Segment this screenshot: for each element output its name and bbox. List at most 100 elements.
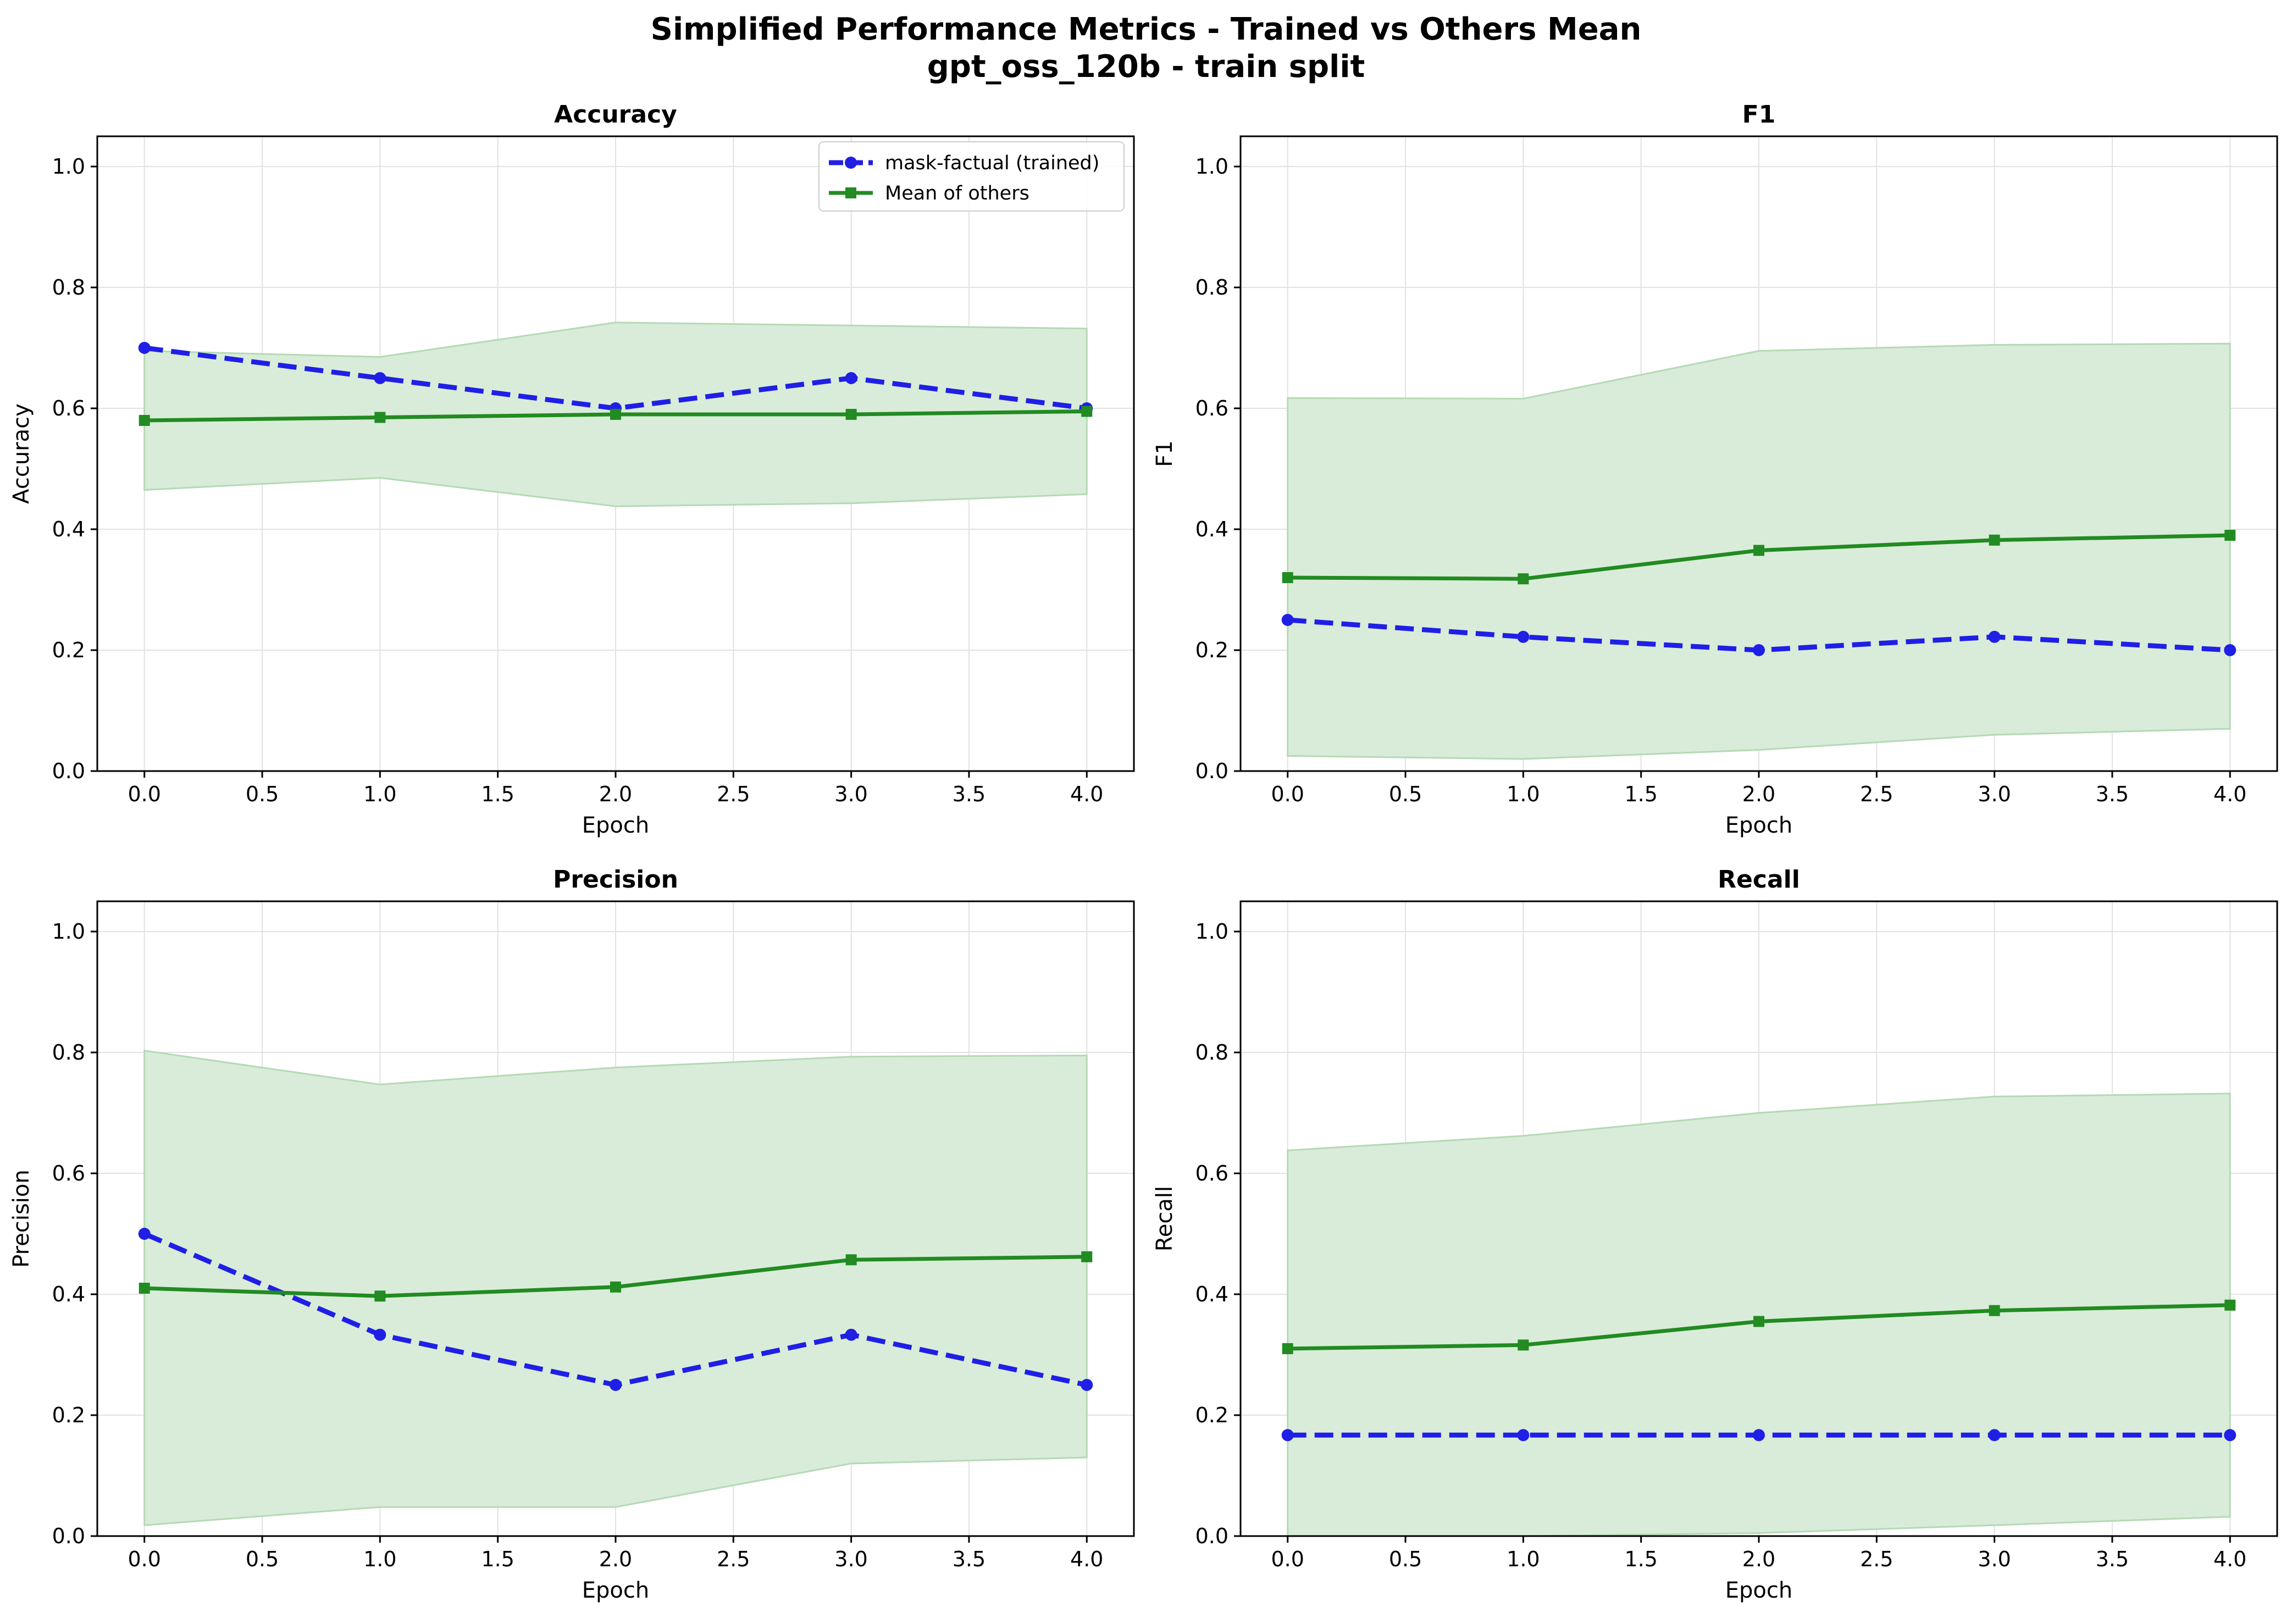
trained-point <box>1988 1429 2001 1442</box>
subplot-accuracy: 0.0 0.5 1.0 1.5 2.0 2.5 3.0 3.5 4.0 0.0 0.2 0.4 0.6 0… <box>9 101 1135 838</box>
trained-point <box>610 1379 622 1391</box>
x-tick-label: 0.5 <box>1389 782 1422 806</box>
x-tick-label: 3.0 <box>1978 1547 2011 1571</box>
y-tick-label: 0.4 <box>52 1282 85 1306</box>
others-mean-point <box>2224 1299 2236 1311</box>
others-mean-point <box>1989 534 2000 546</box>
trained-point <box>1753 644 1765 656</box>
y-tick-label: 0.6 <box>52 396 85 420</box>
others-mean-point <box>1989 1305 2000 1316</box>
x-tick-label: 2.0 <box>1742 782 1775 806</box>
x-tick-label: 1.0 <box>1507 1547 1540 1571</box>
x-tick-label: 1.0 <box>1507 782 1540 806</box>
x-tick-label: 2.5 <box>1860 1547 1893 1571</box>
others-mean-point <box>610 1281 621 1293</box>
y-tick-label: 0.6 <box>52 1161 85 1185</box>
subplot-title: F1 <box>1742 101 1776 129</box>
x-tick-label: 0.5 <box>246 1547 279 1571</box>
y-tick-label: 1.0 <box>1195 154 1228 179</box>
x-tick-label: 2.5 <box>717 1547 750 1571</box>
trained-point <box>1281 614 1294 626</box>
y-tick-label: 0.6 <box>1195 396 1228 420</box>
y-tick-label: 0.0 <box>52 759 85 783</box>
trained-point <box>374 1328 386 1341</box>
others-mean-point <box>374 412 386 423</box>
y-tick-label: 0.8 <box>1195 275 1228 300</box>
trained-point <box>2224 644 2236 656</box>
figure-title-line1: Simplified Performance Metrics - Trained… <box>650 12 1642 47</box>
y-tick-label: 0.4 <box>1195 517 1228 541</box>
others-mean-point <box>1518 573 1529 585</box>
x-tick-label: 1.0 <box>363 1547 396 1571</box>
subplot-title: Precision <box>553 866 678 894</box>
trained-point <box>1081 1379 1093 1391</box>
subplot-recall: 0.0 0.5 1.0 1.5 2.0 2.5 3.0 3.5 4.0 0.0 0.2 0.4 0.6 0… <box>1152 866 2278 1603</box>
x-tick-label: 0.5 <box>1389 1547 1422 1571</box>
x-tick-label: 3.5 <box>953 782 986 806</box>
legend-trained-marker <box>845 157 857 169</box>
others-mean-point <box>1081 1251 1093 1262</box>
legend: mask-factual (trained) Mean of others <box>818 141 1125 212</box>
y-tick-label: 0.0 <box>52 1524 85 1548</box>
others-mean-point <box>610 409 621 420</box>
trained-point <box>138 1228 151 1240</box>
x-tick-label: 0.5 <box>246 782 279 806</box>
trained-point <box>1517 1429 1530 1442</box>
others-range-band <box>1287 1093 2231 1537</box>
x-tick-label: 4.0 <box>2213 1547 2246 1571</box>
x-tick-label: 3.0 <box>834 782 867 806</box>
y-tick-label: 0.8 <box>1195 1040 1228 1065</box>
y-tick-label: 0.0 <box>1195 1524 1228 1548</box>
subplot-title: Accuracy <box>554 101 677 129</box>
x-tick-label: 3.5 <box>2096 1547 2129 1571</box>
x-tick-label: 1.0 <box>363 782 396 806</box>
x-tick-label: 3.0 <box>1978 782 2011 806</box>
x-axis-label: Epoch <box>582 1578 649 1603</box>
legend-others-marker <box>845 187 856 198</box>
y-tick-label: 1.0 <box>1195 919 1228 944</box>
x-tick-label: 1.5 <box>481 782 514 806</box>
y-axis-label: Recall <box>1152 1186 1177 1251</box>
trained-point <box>845 1328 857 1341</box>
x-tick-label: 4.0 <box>1070 1547 1103 1571</box>
others-mean-point <box>374 1290 386 1302</box>
trained-point <box>1988 630 2001 643</box>
x-tick-label: 3.5 <box>953 1547 986 1571</box>
others-mean-point <box>845 1254 857 1266</box>
x-tick-label: 1.5 <box>1624 1547 1657 1571</box>
y-tick-label: 1.0 <box>52 919 85 944</box>
others-mean-point <box>1282 1343 1293 1354</box>
x-tick-label: 1.5 <box>481 1547 514 1571</box>
others-mean-point <box>139 1283 150 1294</box>
x-tick-label: 0.0 <box>1271 782 1304 806</box>
trained-point <box>1281 1429 1294 1442</box>
y-tick-label: 0.0 <box>1195 759 1228 783</box>
y-tick-label: 0.4 <box>1195 1282 1228 1306</box>
y-tick-label: 0.6 <box>1195 1161 1228 1185</box>
y-tick-label: 0.8 <box>52 1040 85 1065</box>
x-tick-label: 4.0 <box>2213 782 2246 806</box>
x-tick-label: 3.0 <box>834 1547 867 1571</box>
y-axis-label: Accuracy <box>9 403 34 504</box>
trained-point <box>374 372 386 384</box>
legend-box <box>818 141 1125 212</box>
x-tick-label: 0.0 <box>128 1547 161 1571</box>
others-mean-point <box>1518 1339 1529 1351</box>
legend-trained-label: mask-factual (trained) <box>885 152 1099 174</box>
trained-point <box>1517 630 1530 643</box>
others-mean-point <box>1282 572 1293 583</box>
trained-point <box>845 372 857 384</box>
trained-point <box>1753 1429 1765 1442</box>
others-mean-point <box>2224 530 2236 541</box>
y-tick-label: 0.2 <box>1195 638 1228 662</box>
y-axis-label: Precision <box>9 1169 34 1267</box>
x-tick-label: 2.0 <box>1742 1547 1775 1571</box>
others-mean-point <box>139 415 150 426</box>
y-tick-label: 1.0 <box>52 154 85 179</box>
subplot-precision: 0.0 0.5 1.0 1.5 2.0 2.5 3.0 3.5 4.0 0.0 0.2 0.4 0.6 0… <box>9 866 1135 1603</box>
others-mean-point <box>845 409 857 420</box>
others-mean-point <box>1753 545 1764 556</box>
y-tick-label: 0.2 <box>52 1403 85 1427</box>
y-axis-label: F1 <box>1152 440 1177 467</box>
